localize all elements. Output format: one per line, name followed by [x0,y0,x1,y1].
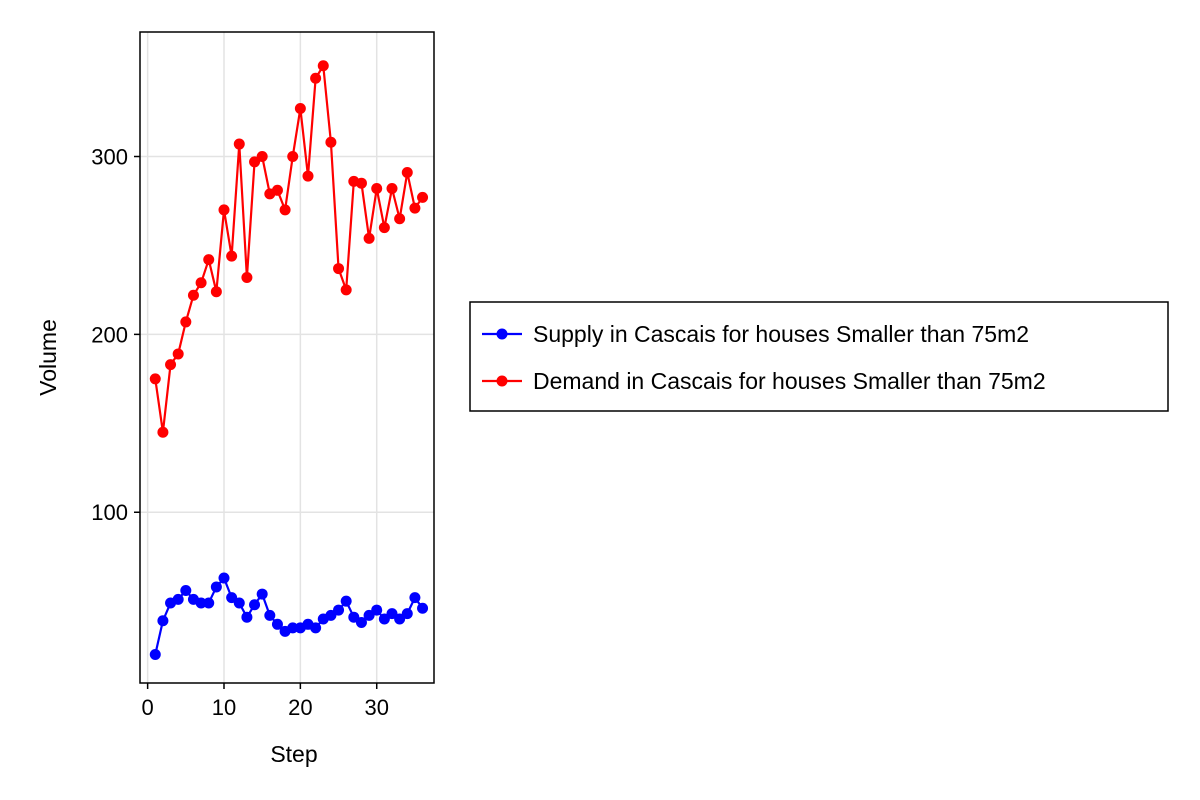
legend-box [469,301,1169,412]
data-point [294,102,306,114]
plot-frame [139,31,435,684]
series-line [154,64,424,434]
x-tick-label: 10 [212,695,236,720]
data-point [195,597,207,609]
data-point [249,599,261,611]
y-tick-label: 100 [91,500,128,525]
legend-entries: Supply in Cascais for houses Smaller tha… [482,321,1046,394]
legend-marker [496,375,508,387]
data-point [287,622,299,634]
data-point [241,611,253,623]
data-point [401,167,413,179]
legend: Supply in Cascais for houses Smaller tha… [469,301,1169,412]
data-point [203,597,215,609]
data-point [233,597,245,609]
data-point [157,615,169,627]
y-tick-label: 200 [91,322,128,347]
data-point [226,592,238,604]
data-point [172,593,184,605]
data-point [149,649,161,661]
data-point [348,611,360,623]
x-tick-label: 30 [364,695,388,720]
legend-entry: Supply in Cascais for houses Smaller tha… [482,321,1029,347]
legend-label: Demand in Cascais for houses Smaller tha… [533,368,1046,394]
y-axis-label: Volume [35,319,61,396]
series-demand [149,60,429,438]
data-point [386,183,398,195]
data-point [394,613,406,625]
data-point [378,222,390,234]
data-point [333,263,345,275]
data-point [394,213,406,225]
data-point [363,232,375,244]
data-point [333,604,345,616]
x-tick-label: 20 [288,695,312,720]
data-point [417,602,429,614]
data-point [317,60,329,72]
data-point [325,136,337,148]
data-point [409,202,421,214]
data-point [302,170,314,182]
x-axis-label: Step [270,741,317,767]
data-point [149,373,161,385]
axis-ticks: 0 10 20 30 100 200 300 [91,145,389,720]
data-point [187,289,199,301]
legend-entry: Demand in Cascais for houses Smaller tha… [482,368,1046,394]
legend-marker [496,328,508,340]
x-tick-label: 0 [142,695,154,720]
data-point [310,622,322,634]
data-point [378,613,390,625]
data-point [264,609,276,621]
grid [140,32,434,683]
data-point [355,177,367,189]
data-point [371,604,383,616]
data-point [401,608,413,620]
data-point [340,284,352,296]
legend-label: Supply in Cascais for houses Smaller tha… [533,321,1029,347]
data-point [355,617,367,629]
data-point [325,609,337,621]
data-point [371,183,383,195]
data-point [340,595,352,607]
data-point [279,204,291,216]
data-point [210,581,222,593]
data-point [310,72,322,84]
data-point [386,608,398,620]
data-point [241,271,253,283]
series-supply [149,572,429,661]
y-tick-label: 300 [91,145,128,170]
data-point [218,572,230,584]
data-point [180,585,192,597]
data-point [417,191,429,203]
data-point [271,618,283,630]
data-point [195,277,207,289]
data-point [249,156,261,168]
data-point [157,426,169,438]
data-point [233,138,245,150]
data-point [287,151,299,163]
data-point [409,592,421,604]
data-point [210,286,222,298]
data-point [203,254,215,266]
data-point [363,609,375,621]
data-point [180,316,192,328]
data-point [256,588,268,600]
series-layer [149,60,429,661]
data-point [165,359,177,371]
data-point [256,151,268,163]
data-point [172,348,184,360]
data-point [271,184,283,196]
data-point [218,204,230,216]
data-point [226,250,238,262]
